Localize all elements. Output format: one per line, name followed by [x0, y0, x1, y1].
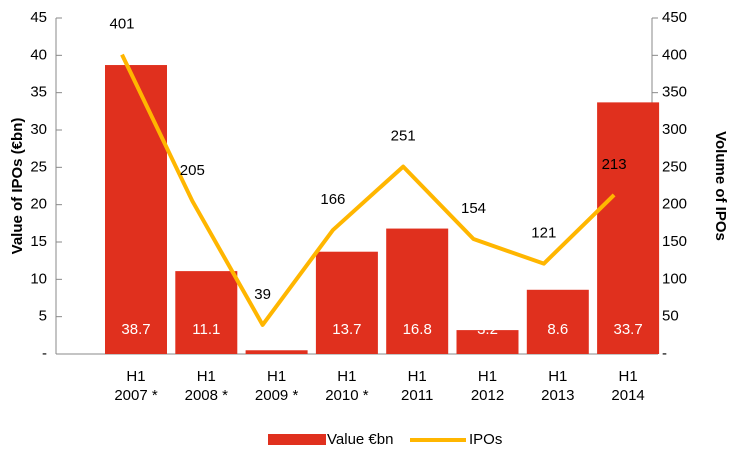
y-tick-label: 20: [30, 196, 47, 213]
bar-value-label: 33.7: [613, 321, 642, 338]
y-tick-label: 35: [30, 84, 47, 101]
bar-value-label: 8.6: [547, 321, 568, 338]
y-tick-label: 40: [30, 46, 47, 63]
bar-value-label: 11.1: [192, 321, 220, 338]
bar-value-label: 16.8: [403, 321, 432, 338]
y-axis-title: Value of IPOs (€bn): [9, 118, 26, 255]
bar-value-label: 0.5: [266, 321, 287, 338]
bar: [315, 251, 378, 354]
x-tick-label: H1 2011: [401, 368, 434, 404]
legend-label: Value €bn: [327, 431, 393, 448]
bar-value-label: 13.7: [332, 321, 361, 338]
y-tick-label: 25: [30, 158, 47, 175]
line-value-label: 251: [391, 128, 416, 145]
x-tick-label: H1 2009 *: [254, 368, 299, 404]
line-value-label: 154: [461, 200, 486, 217]
bar-value-label: 38.7: [121, 321, 150, 338]
y2-tick-label: 250: [662, 158, 687, 175]
y2-axis-title: Volume of IPOs: [712, 131, 729, 241]
line-value-label: 121: [531, 225, 556, 242]
line-value-label: 401: [109, 16, 134, 33]
legend-swatch: [268, 434, 326, 445]
y2-tick-label: 300: [662, 121, 687, 138]
x-tick-label: H1 2008 *: [184, 368, 228, 404]
bar-value-label: 3.2: [477, 321, 498, 338]
bar: [386, 228, 449, 354]
y-tick-label: 30: [30, 121, 47, 138]
y2-tick-label: 100: [662, 270, 687, 287]
bar: [597, 102, 660, 354]
x-tick-label: H1 2012: [470, 368, 505, 404]
x-tick-label: H1 2013: [541, 368, 575, 404]
y2-tick-label: 50: [662, 308, 679, 325]
y2-tick-label: 400: [662, 46, 687, 63]
y2-tick-label: 200: [662, 196, 687, 213]
line-value-label: 213: [602, 156, 627, 173]
line: [120, 53, 616, 327]
y-tick-label: 10: [30, 270, 47, 287]
y-tick-label: 15: [30, 233, 47, 250]
bar: [456, 330, 519, 354]
line-value-label: 166: [320, 191, 345, 208]
y2-tick-label: 350: [662, 84, 687, 101]
line-value-label: 205: [180, 162, 205, 179]
bar: [245, 350, 308, 354]
line-value-label: 39: [254, 286, 271, 303]
y-tick-label: -: [42, 345, 47, 362]
legend-label: IPOs: [469, 431, 502, 448]
x-tick-label: H1 2014: [611, 368, 645, 404]
y2-tick-label: -: [662, 345, 667, 362]
y2-tick-label: 450: [662, 9, 687, 26]
bar: [105, 65, 167, 354]
bar: [175, 271, 238, 354]
y-tick-label: 45: [30, 9, 47, 26]
y2-tick-label: 150: [662, 233, 687, 250]
x-tick-label: H1 2010 *: [325, 368, 369, 404]
bar: [526, 289, 589, 354]
x-tick-label: H1 2007 *: [114, 368, 158, 404]
y-tick-label: 5: [39, 308, 47, 325]
